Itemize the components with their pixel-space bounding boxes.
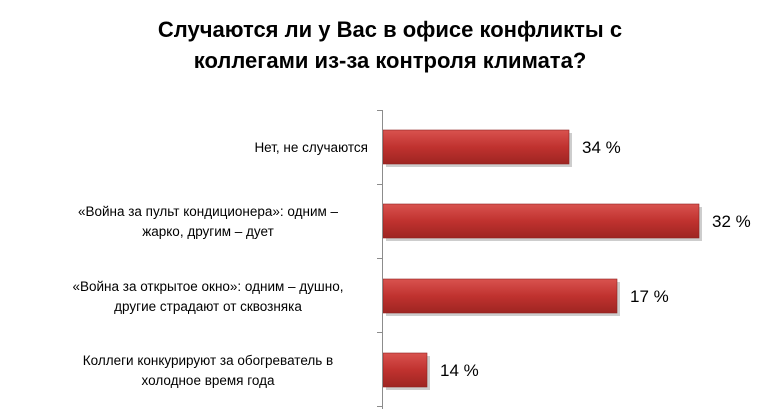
chart-title-line-1: Случаются ли у Вас в офисе конфликты с — [157, 17, 623, 42]
value-label-1: 34 % — [582, 138, 621, 157]
category-label-3-line-2: другие страдают от сквозняка — [114, 299, 302, 314]
category-label-2-line-2: жарко, другим – дует — [142, 224, 274, 239]
chart-title-line-2: коллегами из-за контроля климата? — [193, 48, 587, 73]
bar-2 — [382, 203, 700, 239]
value-label-4: 14 % — [440, 361, 479, 380]
category-label-3-line-1: «Война за открытое окно»: одним – душно, — [73, 279, 344, 294]
chart-title: Случаются ли у Вас в офисе конфликты с к… — [60, 14, 720, 76]
category-label-1-line-1: Нет, не случаются — [254, 140, 368, 155]
bar-4 — [382, 352, 428, 388]
value-label-3: 17 % — [630, 287, 669, 306]
value-label-2: 32 % — [712, 212, 751, 231]
category-label-2-line-1: «Война за пульт кондиционера»: одним – — [78, 204, 339, 219]
bar-3 — [382, 278, 618, 314]
category-label-4-line-2: холодное время года — [142, 373, 275, 388]
bar-1 — [382, 129, 570, 165]
category-label-4-line-1: Коллеги конкурируют за обогреватель в — [83, 353, 333, 368]
